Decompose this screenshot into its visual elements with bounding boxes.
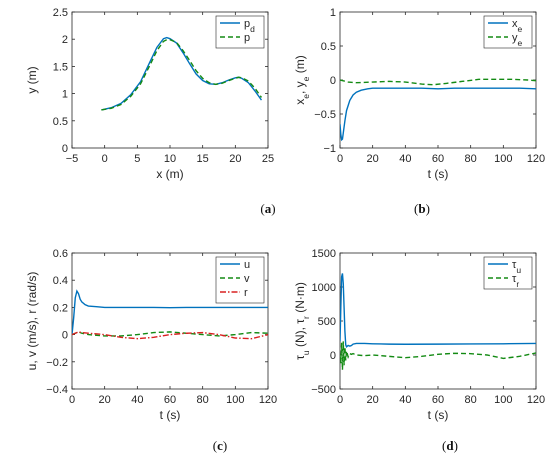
legend-entry: ye	[512, 32, 523, 48]
y-tick-label: 500	[318, 316, 336, 328]
y-tick-label: 1	[62, 89, 68, 101]
legend: uvr	[215, 256, 265, 304]
y-tick-label: 1500	[312, 248, 336, 260]
x-tick-label: 5	[134, 153, 140, 165]
legend-entry: xe	[512, 18, 523, 34]
legend-entry: τr	[512, 273, 519, 289]
y-axis-label: xe, ye (m)	[293, 55, 311, 104]
panel-caption: (c)	[213, 438, 227, 453]
y-axis-label-group: u, v (m/s), r (rad/s)	[25, 272, 39, 371]
legend-box	[215, 15, 265, 49]
y-tick-label: 1	[330, 7, 336, 19]
series-line-p	[101, 39, 263, 111]
series-line-u	[72, 289, 268, 335]
x-tick-label: 20	[99, 394, 111, 406]
chart-c: 0 20 40 60 80 100 120 −0.4 −0.2 0 0.2 0.4 0.6 t (s) u,…	[25, 248, 277, 453]
x-tick-label: 20	[367, 394, 379, 406]
x-tick-label: 100	[226, 394, 244, 406]
panel-caption: (d)	[442, 438, 458, 453]
y-tick-label: 1000	[312, 282, 336, 294]
legend: pdp	[215, 15, 265, 49]
x-tick-label: 80	[465, 394, 477, 406]
y-axis-label: τu (N), τr (N·m)	[293, 282, 311, 360]
legend-entry: pd	[244, 18, 255, 34]
legend-entry: p	[244, 32, 250, 44]
panel-caption: (a)	[260, 201, 275, 216]
y-tick-label: −500	[311, 384, 336, 396]
y-tick-label: 0.5	[53, 116, 68, 128]
y-tick-label: 0.4	[53, 275, 68, 287]
x-tick-label: 40	[131, 394, 143, 406]
series-line-tau_r	[340, 341, 536, 370]
y-tick-label: 1.5	[53, 61, 68, 73]
y-tick-label: 0.2	[53, 302, 68, 314]
y-tick-label: 2.5	[53, 7, 68, 19]
y-tick-label: 2	[62, 34, 68, 46]
x-axis-label: t (s)	[428, 167, 449, 181]
legend-box	[483, 256, 533, 290]
y-axis-label-group: y (m)	[25, 66, 39, 93]
x-axis-label: x (m)	[156, 167, 183, 181]
y-tick-label: −0.4	[46, 384, 68, 396]
x-tick-label: 60	[432, 153, 444, 165]
x-tick-label: 60	[432, 394, 444, 406]
x-tick-label: 0	[337, 153, 343, 165]
y-tick-label: 0	[330, 75, 336, 87]
x-tick-label: 100	[494, 153, 512, 165]
y-axis-label-group: τu (N), τr (N·m)	[293, 282, 311, 360]
x-tick-label: 100	[494, 394, 512, 406]
x-tick-label: 20	[367, 153, 379, 165]
x-tick-label: 10	[164, 153, 176, 165]
x-tick-label: 0	[102, 153, 108, 165]
y-tick-label: 0.5	[321, 41, 336, 53]
x-tick-label: 0	[69, 394, 75, 406]
x-tick-label: 0	[337, 394, 343, 406]
x-tick-label: −5	[66, 153, 79, 165]
x-tick-label: 40	[399, 394, 411, 406]
panel-caption: (b)	[414, 201, 430, 216]
x-tick-label: 25	[262, 153, 274, 165]
legend-entry: τu	[512, 259, 521, 275]
x-axis-label: t (s)	[160, 408, 181, 422]
y-tick-label: 0	[330, 350, 336, 362]
x-tick-label: 60	[164, 394, 176, 406]
y-axis-label: u, v (m/s), r (rad/s)	[25, 272, 39, 371]
y-tick-label: −0.5	[314, 109, 336, 121]
series-line-tau_u	[340, 273, 536, 348]
x-tick-label: 120	[259, 394, 277, 406]
legend-entry: r	[244, 287, 248, 299]
x-tick-label: 80	[197, 394, 209, 406]
chart-b: 0 20 40 60 80 100 120 −1 −0.5 0 0.5 1 t (s) xe, ye (m…	[293, 7, 545, 216]
y-tick-label: 0	[62, 330, 68, 342]
y-tick-label: −0.2	[46, 357, 68, 369]
y-tick-label: 0.6	[53, 248, 68, 260]
y-axis-label: y (m)	[25, 66, 39, 93]
y-tick-label: −1	[323, 143, 336, 155]
legend-entry: u	[244, 259, 250, 271]
x-tick-label: 120	[527, 394, 545, 406]
x-tick-label: 120	[527, 153, 545, 165]
series-line-xe	[340, 87, 536, 142]
x-tick-label: 15	[197, 153, 209, 165]
x-axis-label: t (s)	[428, 408, 449, 422]
legend-box	[483, 15, 533, 49]
legend-entry: v	[244, 273, 250, 285]
series-line-r	[72, 331, 268, 340]
y-axis-label-group: xe, ye (m)	[293, 55, 311, 104]
x-tick-label: 80	[465, 153, 477, 165]
x-tick-label: 20	[229, 153, 241, 165]
x-tick-label: 40	[399, 153, 411, 165]
y-tick-label: 0	[62, 143, 68, 155]
